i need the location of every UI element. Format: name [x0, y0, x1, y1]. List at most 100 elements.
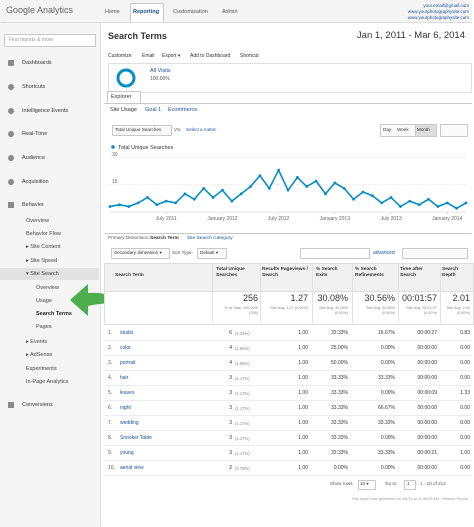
cell-value: 00:00:21: [417, 450, 437, 456]
nav-tab[interactable]: Admin: [222, 9, 238, 15]
column-header[interactable]: Total Unique Searches: [216, 267, 245, 278]
nav-item[interactable]: Intelligence Events: [22, 108, 69, 114]
segment-box[interactable]: [108, 63, 472, 93]
column-header[interactable]: Results Pageviews / Search: [262, 267, 308, 278]
date-range[interactable]: Jan 1, 2011 - Mar 6, 2014: [356, 30, 465, 41]
search-term[interactable]: hair: [120, 375, 129, 381]
primary-dimension[interactable]: Search Term: [150, 236, 179, 241]
nav-subitem[interactable]: ▸ Site Speed: [26, 258, 58, 264]
search-term[interactable]: night: [120, 405, 131, 411]
metric-select[interactable]: Total Unique Searches: [115, 127, 162, 132]
sort-dropdown[interactable]: [197, 248, 227, 259]
data-point: [417, 203, 421, 207]
alt-dimension[interactable]: Site Search Category: [187, 236, 233, 241]
subtab[interactable]: Ecommerce: [168, 107, 198, 113]
secondary-dropdown[interactable]: [111, 248, 170, 259]
nav-subitem[interactable]: Experiments: [26, 366, 57, 372]
table-search-box[interactable]: [300, 248, 370, 259]
cell-percent: (1.17%): [235, 375, 250, 381]
nav-item[interactable]: Dashboards: [22, 60, 52, 66]
subtab[interactable]: Site Usage: [110, 107, 137, 113]
nav-subitem[interactable]: ▸ AdSense: [26, 352, 53, 358]
rows-per-page-box[interactable]: [358, 480, 376, 490]
search-term[interactable]: portrait: [120, 360, 136, 366]
toolbar-action[interactable]: Add to Dashboard: [190, 53, 231, 59]
subtab[interactable]: Goal 1: [145, 107, 162, 113]
nav-subitem[interactable]: Usage: [36, 298, 52, 304]
total-value: 1.27: [290, 293, 308, 303]
nav-tab[interactable]: Home: [105, 9, 120, 15]
toolbar-action[interactable]: Shortcut: [240, 53, 259, 59]
period-button[interactable]: Month: [417, 127, 430, 132]
search-term[interactable]: leaves: [120, 390, 135, 396]
nav-subitem[interactable]: Pages: [36, 324, 52, 330]
view-icons[interactable]: [402, 248, 468, 259]
sort-value[interactable]: Default ▾: [200, 250, 219, 255]
account-line: your.email@gmail.com: [423, 3, 469, 8]
toolbar-action[interactable]: Customize: [108, 53, 132, 59]
explorer-tab[interactable]: [107, 91, 141, 103]
cell-value: 0.00%: [333, 465, 348, 471]
search-term[interactable]: Snooker Table: [120, 435, 152, 441]
month-active: [415, 124, 437, 137]
data-point: [221, 188, 224, 192]
nav-tab[interactable]: Reporting: [133, 9, 159, 15]
cell-value: 33.33%: [378, 420, 395, 426]
metric-dropdown[interactable]: [112, 125, 172, 136]
search-term[interactable]: studio: [120, 330, 134, 336]
nav-subitem[interactable]: ▸ Site Content: [26, 244, 61, 250]
search-term[interactable]: aerial view: [120, 465, 144, 471]
nav-subitem[interactable]: ▸ Events: [26, 339, 48, 345]
toolbar-action[interactable]: Email: [142, 53, 155, 59]
nav-tab[interactable]: Customization: [173, 9, 208, 15]
goto-page[interactable]: 1: [407, 481, 410, 486]
period-button[interactable]: Week: [397, 127, 409, 132]
nav-item[interactable]: Behavior: [22, 202, 44, 208]
sidebar-search[interactable]: Find reports & more: [9, 37, 54, 43]
sidebar-search-box[interactable]: [4, 34, 96, 47]
cell-value: 1.00: [298, 450, 308, 456]
rows-per-page[interactable]: 10 ▾: [360, 481, 369, 486]
search-term[interactable]: young: [120, 450, 134, 456]
column-header[interactable]: Search Term: [115, 273, 144, 278]
nav-subitem[interactable]: Overview: [36, 285, 59, 291]
column-header[interactable]: % Search Exits: [316, 267, 338, 278]
search-term[interactable]: wedding: [120, 420, 139, 426]
cell-percent: (1.17%): [235, 420, 250, 426]
nav-item[interactable]: Acquisition: [22, 179, 49, 185]
cell-value: 0.00: [460, 420, 470, 426]
column-divider: [212, 263, 213, 323]
search-term[interactable]: color: [120, 345, 131, 351]
nav-item[interactable]: Conversions: [22, 402, 53, 408]
advanced-link[interactable]: advanced: [373, 250, 395, 256]
secondary-dimension[interactable]: Secondary dimension ▾: [114, 250, 162, 255]
nav-subitem[interactable]: In-Page Analytics: [26, 379, 69, 385]
cell-value: 1.00: [460, 450, 470, 456]
nav-item[interactable]: Audience: [22, 155, 45, 161]
total-note: Site Avg: 2.01 (0.00%): [446, 306, 470, 315]
data-point: [239, 192, 243, 196]
toolbar-action[interactable]: Export ▾: [162, 53, 181, 59]
cell-value: 1.00: [298, 330, 308, 336]
goto-box[interactable]: [404, 480, 416, 490]
cell-value: 1.00: [298, 465, 308, 471]
column-header[interactable]: % Search Refinements: [355, 267, 384, 278]
chart-type-icons[interactable]: [440, 124, 468, 137]
nav-subitem[interactable]: ▾ Site Search: [26, 271, 59, 277]
nav-subitem[interactable]: Overview: [26, 218, 49, 224]
row-rule: [104, 415, 472, 416]
nav-subitem[interactable]: Search Terms: [36, 311, 72, 317]
period-button[interactable]: Day: [383, 127, 392, 132]
column-header[interactable]: Search Depth: [442, 267, 458, 278]
cell-value: 00:00:00: [417, 420, 437, 426]
explorer-label[interactable]: Explorer: [111, 94, 132, 100]
nav-subitem[interactable]: Behavior Flow: [26, 231, 61, 237]
nav-item[interactable]: Shortcuts: [22, 84, 46, 90]
nav-item[interactable]: Real-Time: [22, 131, 48, 137]
data-point: [155, 203, 159, 207]
column-header[interactable]: Time after Search: [400, 267, 423, 278]
sort-label: Sort Type:: [172, 250, 193, 255]
select-metric[interactable]: Select a metric: [186, 127, 217, 132]
column-divider: [312, 263, 313, 323]
